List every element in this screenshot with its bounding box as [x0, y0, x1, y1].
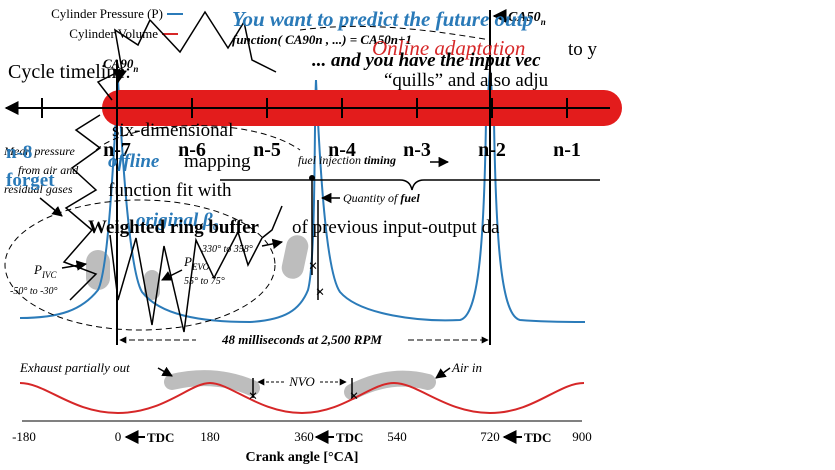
quills-text: “quills” and also adju [384, 70, 549, 91]
weighted-ring-buffer: Weighted ring buffer [88, 217, 260, 238]
to-y-text: to y [568, 39, 598, 60]
x-axis-title: Crank angle [°CA] [246, 450, 359, 465]
function-fit-text: function fit with [108, 180, 232, 201]
air-in-arrow [435, 367, 451, 379]
x-tick-label: -180 [12, 429, 36, 444]
cylinder-volume-curve [19, 381, 585, 415]
ca90-label: CA90n [103, 56, 138, 74]
dashed-ellipse-left [4, 199, 276, 331]
legend: Cylinder Pressure (P) Cylinder Volume [51, 6, 183, 41]
legend-volume-label: Cylinder Volume [69, 26, 158, 41]
cycle-label: n-4 [328, 139, 356, 161]
cycle-label: n-6 [178, 139, 206, 161]
x-tick-label: 900 [572, 429, 592, 444]
mapping-text: mapping [184, 151, 251, 172]
tdc-label: TDC [524, 430, 551, 445]
forget-label: forget [6, 170, 55, 191]
tdc-label: TDC [336, 430, 363, 445]
online-adaptation: Online adaptation [372, 36, 525, 60]
x-tick-label: 0 [115, 429, 122, 444]
exhaust-arrow [157, 366, 173, 377]
dashed-arc [95, 125, 301, 151]
quantity-brace [220, 179, 600, 191]
quantity-fuel-label: Quantity of fuel [343, 191, 420, 205]
p-evo-window [144, 270, 160, 300]
pressure-windows [86, 235, 309, 300]
p-evo-range: 55° to 75° [184, 276, 225, 287]
x-tick-label: 540 [387, 429, 407, 444]
function-line: function( CA90n , ...) = CA50n+1 [232, 32, 412, 47]
x-tick-label: 180 [200, 429, 220, 444]
have-input-line: ... and you have the input vec [312, 50, 541, 71]
mean-pressure-line3: residual gases [4, 182, 73, 196]
p-ivc-window [86, 250, 110, 290]
valve-markers [252, 378, 353, 398]
p-ivc-label: PIVC [33, 262, 57, 280]
p-ivc-range: -50° to -30° [10, 286, 57, 297]
x-marker: × [315, 284, 324, 301]
cycle-label: n-2 [478, 139, 506, 161]
ca50-label: CA50n [508, 10, 546, 27]
dashed-arc-top [299, 25, 491, 41]
n8-label: n-8 [6, 142, 32, 163]
legend-pressure-label: Cylinder Pressure (P) [51, 6, 163, 21]
x-tick-label: 360 [294, 429, 314, 444]
top-annotations: CA50n CA90n Mean pressure from air and r… [3, 9, 546, 297]
air-in-label: Air in [451, 360, 482, 375]
x-marker: × [308, 258, 317, 275]
x-tick-label: 720 [480, 429, 500, 444]
original-beta-text: original β0 [136, 210, 219, 233]
fuel-timing-dot [309, 175, 315, 181]
p-evo-label: PEVO [183, 254, 210, 272]
mean-pressure-line1: Mean pressure [3, 144, 75, 158]
x-markers: × × [308, 258, 324, 301]
duration-label: 48 milliseconds at 2,500 RPM [221, 332, 382, 347]
dashed-outlines [4, 25, 491, 331]
previous-data-text: of previous input-output da [292, 217, 500, 238]
overlay-text: You want to predict the future outp func… [6, 7, 598, 238]
x-axis: -180 0 180 360 540 720 900 TDC TDC TDC C… [12, 420, 592, 465]
cycle-label: n-1 [553, 139, 581, 161]
ivo-x-marker: × [349, 388, 358, 405]
tdc-label: TDC [147, 430, 174, 445]
predict-heading: You want to predict the future outp [232, 7, 533, 31]
cycle-label: n-3 [403, 139, 431, 161]
duration-label-bg [196, 331, 408, 348]
exhaust-label: Exhaust partially out [19, 360, 130, 375]
mean-pressure-line2: from air and [18, 163, 79, 177]
offline-text: offline [108, 151, 160, 172]
soi-range: 330° to 358° [201, 244, 253, 255]
evc-x-marker: × [248, 388, 257, 405]
fuel-injection-label: fuel injection timing [298, 153, 396, 167]
six-dimensional-text: six-dimensional [112, 120, 233, 141]
cycle-timeline-label: Cycle timeline: [8, 61, 131, 83]
cycle-labels: n-7 n-6 n-5 n-4 n-3 n-2 n-1 [103, 139, 581, 161]
valve-windows [164, 370, 436, 400]
nvo-label: NVO [288, 374, 315, 389]
cycle-label: n-5 [253, 139, 281, 161]
soi-window [281, 235, 309, 279]
